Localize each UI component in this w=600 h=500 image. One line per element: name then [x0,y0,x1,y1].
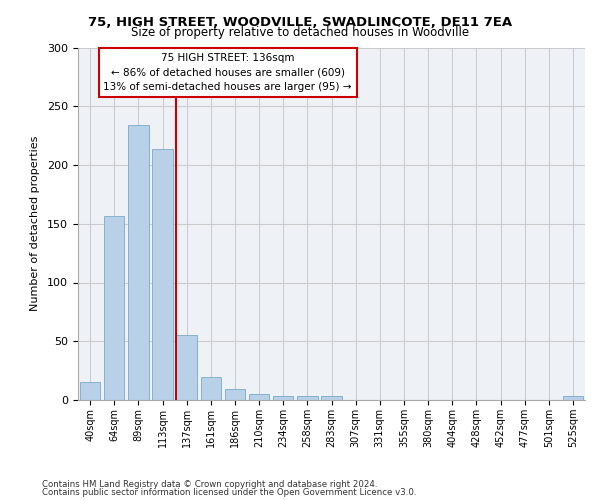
Bar [321,396,342,400]
Bar [176,336,197,400]
Text: 75 HIGH STREET: 136sqm
← 86% of detached houses are smaller (609)
13% of semi-de: 75 HIGH STREET: 136sqm ← 86% of detached… [103,53,352,92]
Bar [224,390,245,400]
Bar [563,396,583,400]
Bar [273,396,293,400]
Y-axis label: Number of detached properties: Number of detached properties [30,136,40,312]
Bar [249,394,269,400]
Bar [104,216,124,400]
Text: 75, HIGH STREET, WOODVILLE, SWADLINCOTE, DE11 7EA: 75, HIGH STREET, WOODVILLE, SWADLINCOTE,… [88,16,512,29]
Bar [152,148,173,400]
Bar [297,396,317,400]
Text: Size of property relative to detached houses in Woodville: Size of property relative to detached ho… [131,26,469,39]
Text: Contains public sector information licensed under the Open Government Licence v3: Contains public sector information licen… [42,488,416,497]
Bar [128,125,149,400]
Bar [200,376,221,400]
Bar [80,382,100,400]
Text: Contains HM Land Registry data © Crown copyright and database right 2024.: Contains HM Land Registry data © Crown c… [42,480,377,489]
